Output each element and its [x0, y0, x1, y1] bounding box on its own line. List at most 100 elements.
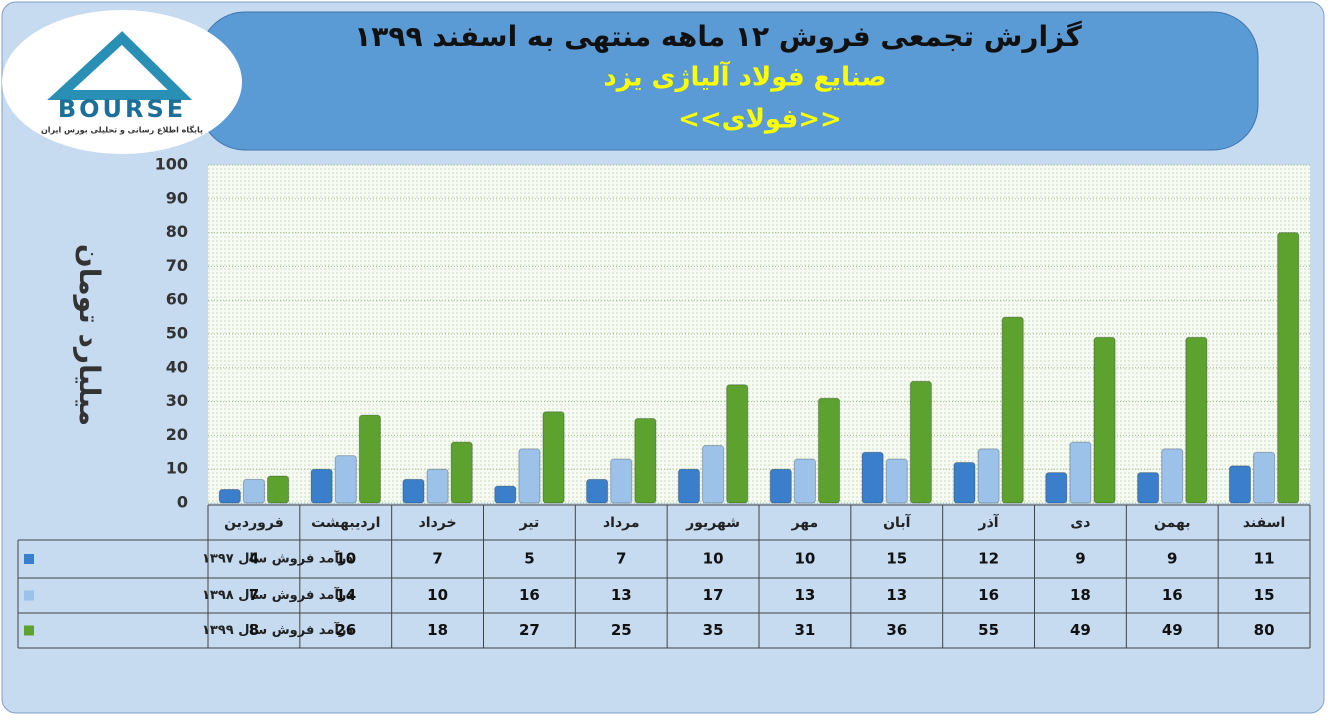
x-tick-label: مرداد: [603, 515, 640, 531]
bar: [726, 384, 749, 504]
bar: [1185, 336, 1208, 504]
bar: [610, 458, 633, 504]
x-tick-label: خرداد: [419, 515, 457, 531]
bar: [402, 478, 425, 504]
table-value: 31: [794, 621, 815, 639]
table-value: 35: [703, 621, 724, 639]
table-value: 13: [611, 586, 632, 604]
table-value: 8: [249, 621, 259, 639]
legend-label: درآمد فروش سال ۱۳۹۷: [202, 550, 353, 567]
x-tick-label: بهمن: [1154, 515, 1190, 531]
table-value: 18: [1070, 586, 1091, 604]
y-tick-label: 90: [166, 188, 188, 207]
y-tick-label: 70: [166, 256, 188, 275]
bar: [450, 441, 473, 504]
table-value: 49: [1162, 621, 1183, 639]
table-value: 25: [611, 621, 632, 639]
bar: [242, 478, 265, 504]
table-value: 80: [1254, 621, 1275, 639]
chart-subtitle2: <<فولای>>: [678, 105, 842, 135]
table-value: 10: [703, 550, 724, 568]
bar: [518, 448, 541, 504]
y-tick-label: 0: [177, 493, 188, 512]
logo-mark: [47, 31, 193, 100]
y-axis-label: میلیارد تومان: [73, 244, 106, 426]
x-tick-label: اسفند: [1243, 515, 1285, 531]
bar: [494, 485, 517, 504]
y-tick-label: 80: [166, 222, 188, 241]
table-value: 26: [335, 621, 356, 639]
bar: [1001, 316, 1024, 504]
bar: [861, 451, 884, 504]
bar: [885, 458, 908, 504]
bar: [1137, 472, 1160, 504]
x-tick-label: اردیبهشت: [311, 515, 380, 531]
table-value: 16: [1162, 586, 1183, 604]
x-tick-label: مهر: [791, 515, 819, 531]
logo-bg: [2, 10, 242, 154]
table-value: 12: [978, 550, 999, 568]
table-value: 27: [519, 621, 540, 639]
table-value: 13: [886, 586, 907, 604]
bar: [953, 461, 976, 504]
legend-label: درآمد فروش سال ۱۳۹۹: [202, 621, 353, 638]
bar: [1277, 232, 1300, 504]
bar: [1045, 472, 1068, 504]
bar: [793, 458, 816, 504]
x-tick-label: آبان: [883, 513, 911, 531]
bar: [358, 414, 381, 504]
bar: [702, 445, 725, 504]
table-value: 15: [886, 550, 907, 568]
table-value: 7: [432, 550, 442, 568]
y-tick-label: 50: [166, 324, 188, 343]
bar: [426, 468, 449, 504]
table-value: 7: [616, 550, 626, 568]
bar: [817, 397, 841, 504]
legend-swatch: [24, 625, 34, 636]
table-value: 14: [335, 586, 356, 604]
bar: [977, 448, 1000, 504]
y-tick-label: 60: [166, 290, 188, 309]
y-tick-label: 40: [166, 357, 188, 376]
chart-subtitle: صنایع فولاد آلیاژی یزد: [603, 61, 886, 93]
chart-title: گزارش تجمعی فروش ۱۲ ماهه منتهی به اسفند …: [354, 20, 1082, 53]
legend-swatch: [24, 590, 34, 601]
table-value: 36: [886, 621, 907, 639]
table-value: 11: [1254, 550, 1275, 568]
x-tick-label: فروردین: [224, 515, 284, 531]
table-value: 9: [1075, 550, 1085, 568]
table-value: 9: [1167, 550, 1177, 568]
bar: [334, 455, 357, 504]
logo-text: BOURSE: [58, 95, 186, 123]
table-value: 17: [703, 586, 724, 604]
bar: [769, 468, 792, 504]
bar: [634, 418, 657, 504]
table-value: 7: [249, 586, 259, 604]
bar: [542, 411, 565, 504]
x-tick-label: دی: [1070, 515, 1090, 531]
y-tick-label: 30: [166, 391, 188, 410]
y-tick-label: 10: [166, 459, 188, 478]
legend-label: درآمد فروش سال ۱۳۹۸: [202, 586, 353, 603]
bar: [586, 478, 609, 504]
bar: [1228, 465, 1252, 504]
table-value: 49: [1070, 621, 1091, 639]
table-value: 15: [1254, 586, 1275, 604]
y-tick-label: 100: [155, 155, 188, 174]
bar: [310, 468, 333, 504]
x-tick-label: تیر: [519, 515, 540, 531]
logo-tagline: پایگاه اطلاع رسانی و تحلیلی بورس ایران: [41, 125, 203, 136]
x-tick-label: شهریور: [685, 515, 740, 531]
table-value: 4: [249, 550, 259, 568]
bar: [1093, 336, 1116, 504]
bar: [909, 380, 932, 504]
bar: [218, 488, 241, 504]
bar: [1253, 451, 1276, 504]
table-value: 16: [978, 586, 999, 604]
table-value: 10: [335, 550, 356, 568]
bar: [1161, 448, 1184, 504]
bar: [1069, 441, 1092, 504]
bar: [266, 475, 290, 504]
bar: [677, 468, 701, 504]
